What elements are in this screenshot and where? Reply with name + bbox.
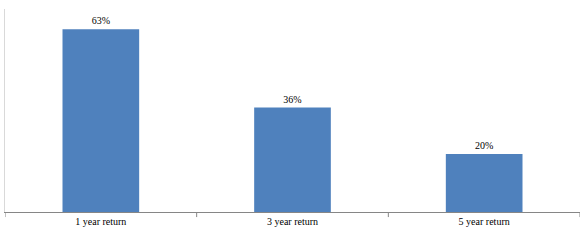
svg-text:3 year return: 3 year return — [267, 216, 318, 227]
svg-text:1 year return: 1 year return — [75, 216, 126, 227]
svg-text:36%: 36% — [283, 94, 301, 105]
svg-text:63%: 63% — [92, 15, 110, 26]
svg-text:5 year return: 5 year return — [459, 216, 510, 227]
svg-text:20%: 20% — [475, 140, 493, 151]
